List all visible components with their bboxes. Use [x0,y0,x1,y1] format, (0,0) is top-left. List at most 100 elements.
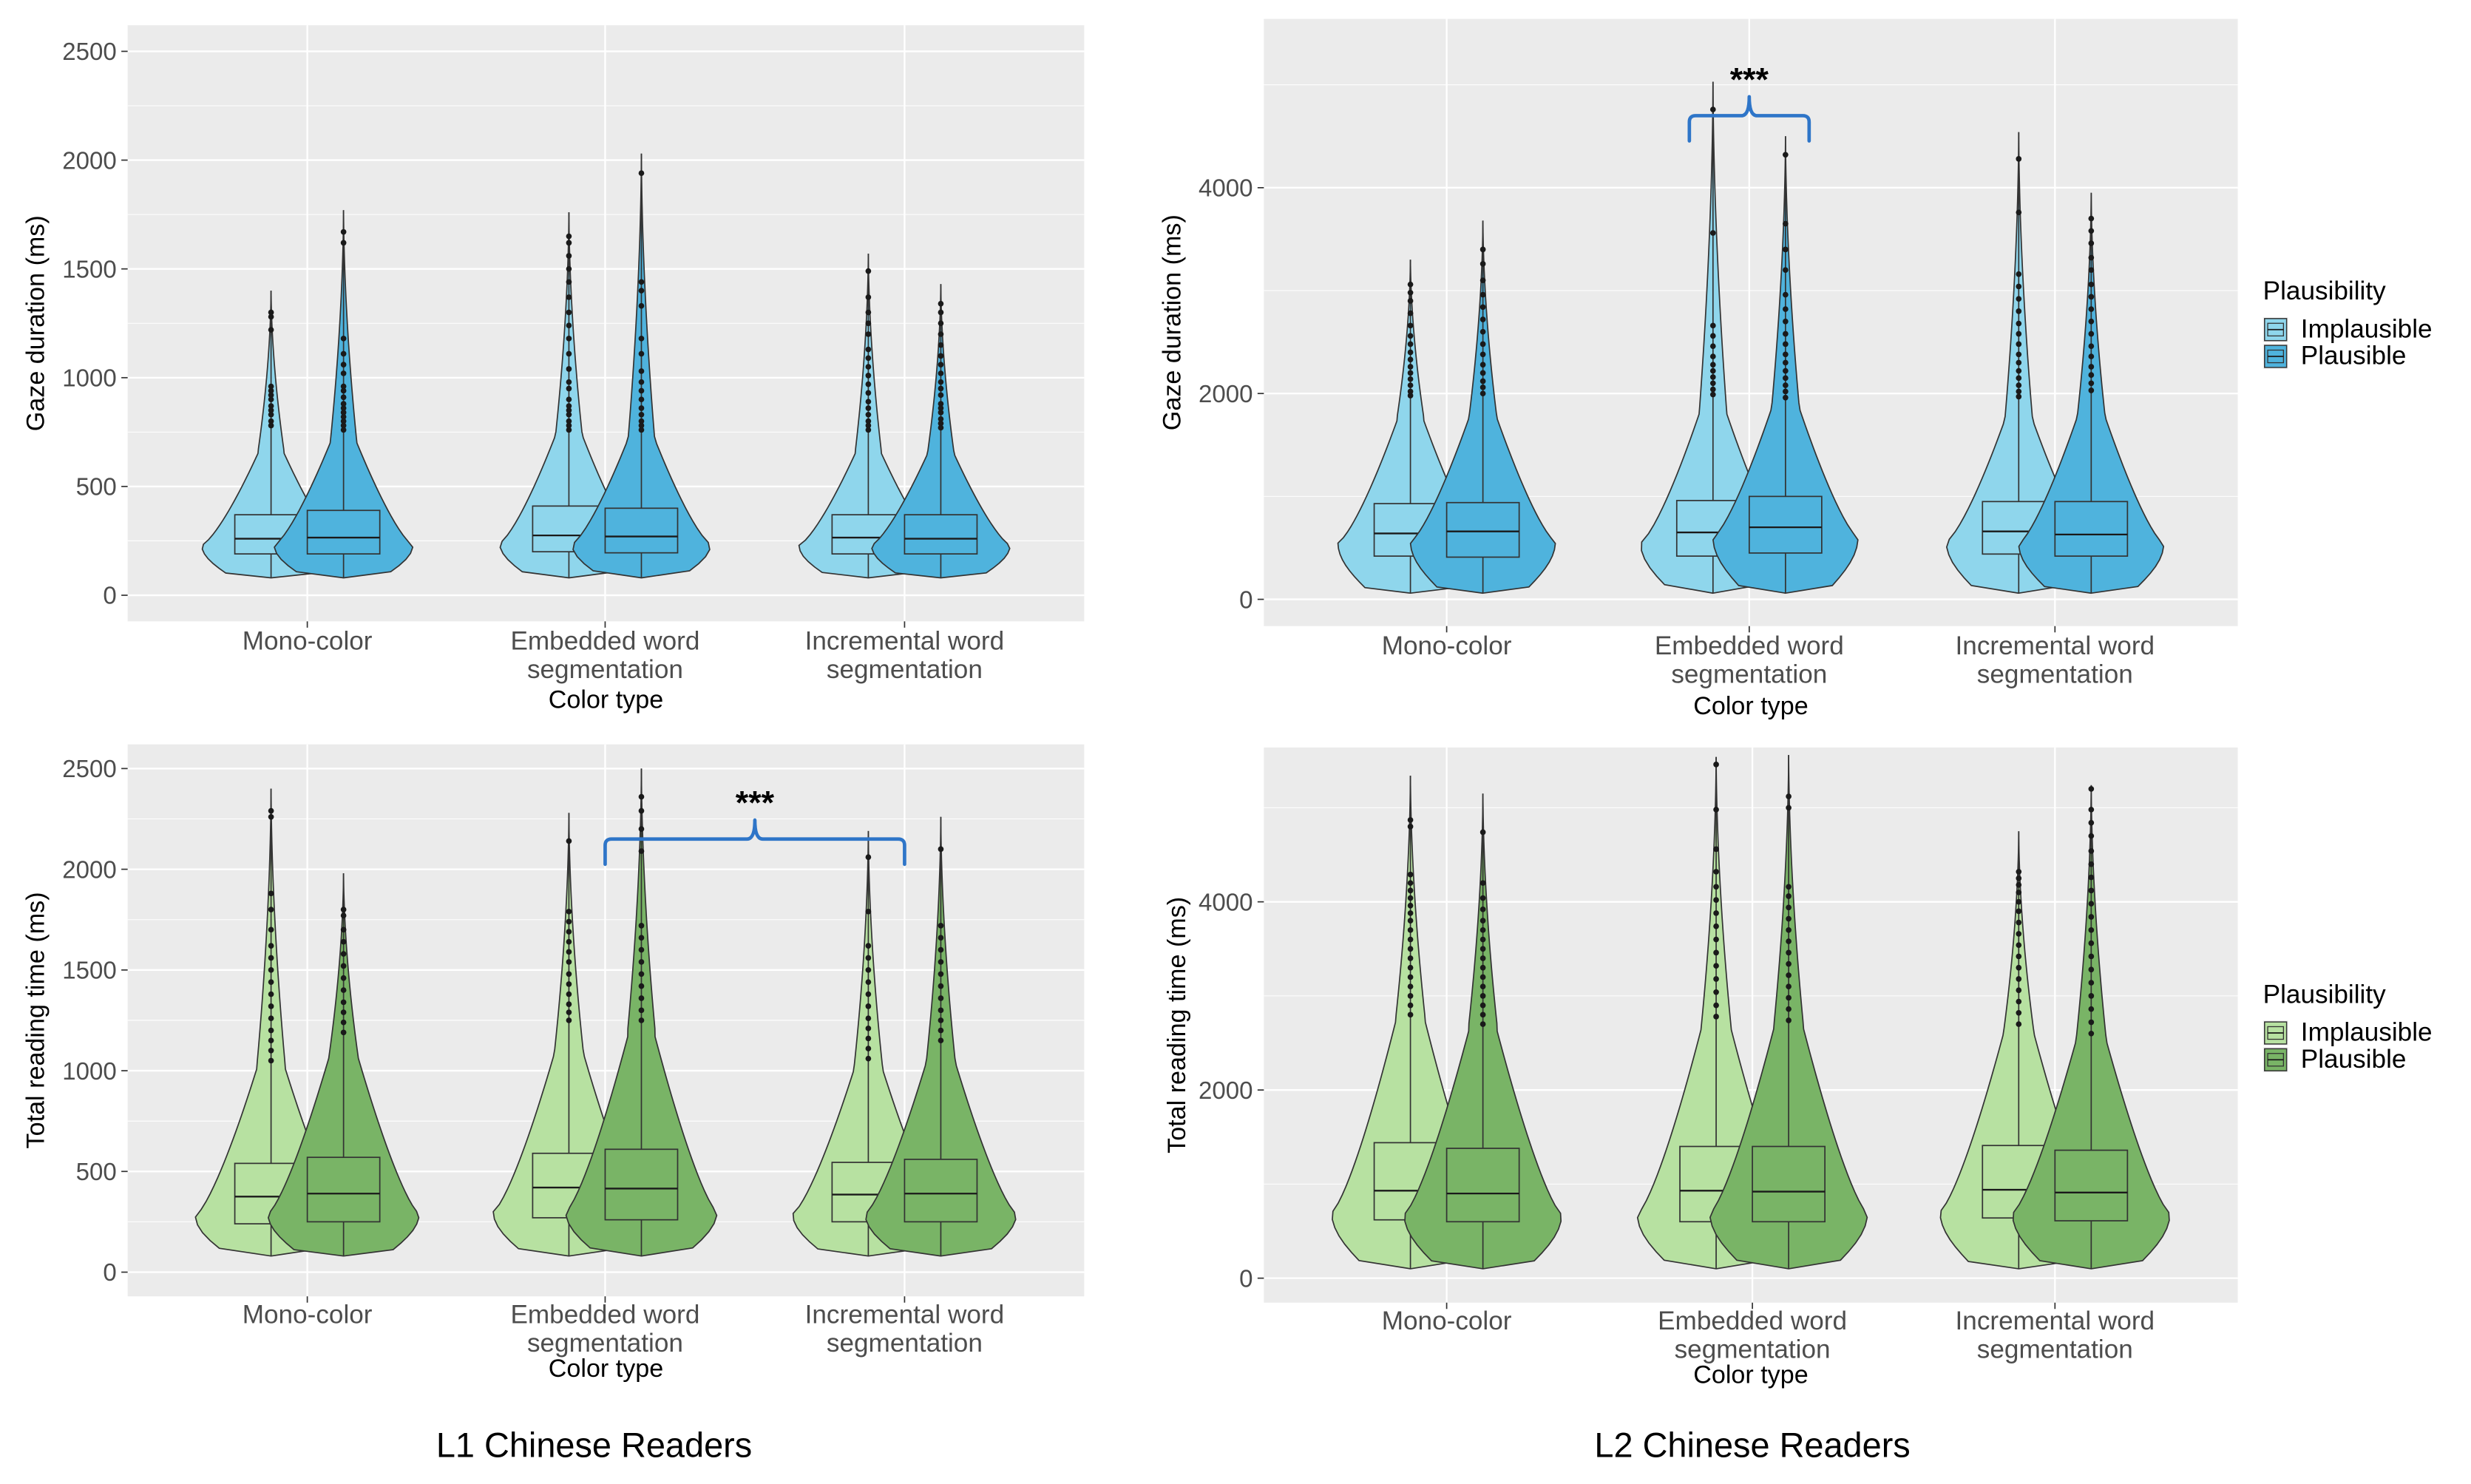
outlier-point [2016,890,2022,895]
outlier-point [1407,983,1414,990]
outlier-point [1786,1017,1792,1023]
outlier-point [2088,833,2095,839]
significance-bracket [603,818,906,867]
x-axis-title: Color type [549,1355,663,1383]
outlier-point [268,1027,274,1034]
outlier-point [2016,341,2022,348]
y-tick-label: 4000 [1199,889,1253,916]
outlier-point [1709,374,1716,380]
outlier-point [2016,283,2022,290]
outlier-point [1407,1002,1414,1009]
outlier-point [1783,394,1789,401]
legend-key-plausible [2262,343,2288,370]
outlier-point [638,793,645,800]
outlier-point [938,342,944,348]
outlier-point [1479,341,1486,348]
outlier-point [566,991,572,997]
outlier-point [1407,298,1414,304]
legend-key-plausible [2262,1047,2288,1073]
outlier-point [566,427,572,433]
outlier-point [865,955,872,961]
outlier-point [865,346,872,353]
outlier-point [1479,918,1486,924]
box-plausible-1 [1752,1145,1826,1223]
outlier-point [1479,955,1486,961]
outlier-point [1479,946,1486,952]
x-axis-title: Color type [549,686,663,714]
y-tick-label: 2500 [62,756,116,783]
outlier-point [1713,989,1719,995]
y-axis-title: Gaze duration (ms) [1158,214,1186,430]
outlier-point [938,320,944,327]
outlier-point [2016,898,2022,905]
outlier-point [1709,322,1716,329]
outlier-point [638,411,645,418]
outlier-point [1479,291,1486,298]
outlier-point [1479,829,1486,836]
outlier-point [1479,304,1486,311]
outlier-point [938,935,944,941]
x-category-label: Embedded word segmentation [510,1300,699,1357]
outlier-point [1479,316,1486,322]
outlier-point [2088,353,2095,359]
outlier-point [865,381,872,387]
legend-key-implausible [2262,1020,2288,1046]
outlier-point [2088,240,2095,246]
outlier-point [340,401,347,407]
outlier-point [1407,880,1414,887]
outlier-point [1479,1021,1486,1027]
x-category-label: Mono-color [1382,631,1512,660]
legend-label-implausible: Implausible [2301,1018,2433,1047]
outlier-point [2088,267,2095,274]
outlier-point [865,390,872,396]
outlier-point [938,362,944,367]
outlier-point [2088,281,2095,288]
x-category-label: Incremental word segmentation [1956,631,2155,688]
outlier-point [1407,974,1414,980]
y-tick-label: 2000 [62,147,116,175]
outlier-point [938,1007,944,1014]
outlier-point [268,1015,274,1022]
outlier-point [566,233,572,240]
outlier-point [1709,230,1716,236]
x-category-label: Incremental word segmentation [805,627,1005,684]
outlier-point [2016,976,2022,982]
outlier-point [1713,910,1719,916]
outlier-point [340,387,347,394]
outlier-point [340,394,347,401]
outlier-point [938,1027,944,1034]
outlier-point [2088,874,2095,881]
outlier-point [1407,955,1414,961]
outlier-point [2088,786,2095,792]
outlier-point [938,983,944,989]
outlier-point [865,422,872,429]
outlier-point [638,368,645,374]
outlier-point [340,938,347,945]
significance-label: *** [736,785,775,821]
outlier-point [2016,393,2022,400]
x-category-label: Embedded word segmentation [1658,1307,1847,1363]
outlier-point [938,410,944,416]
outlier-point [1786,793,1792,799]
outlier-point [1479,1002,1486,1009]
outlier-point [638,170,645,177]
outlier-point [1709,333,1716,339]
box-plausible-0 [306,509,381,555]
outlier-point [1479,351,1486,358]
outlier-point [1407,341,1414,348]
outlier-point [1407,388,1414,395]
outlier-point [638,427,645,433]
outlier-point [340,370,347,376]
outlier-point [340,951,347,957]
y-tick-label: 1000 [62,365,116,393]
outlier-point [1407,871,1414,878]
outlier-point [1713,897,1719,903]
outlier-point [2016,331,2022,337]
outlier-point [566,971,572,978]
outlier-point [938,416,944,422]
outlier-point [865,309,872,316]
outlier-point [1786,884,1792,890]
outlier-point [2016,875,2022,881]
outlier-point [1709,367,1716,374]
